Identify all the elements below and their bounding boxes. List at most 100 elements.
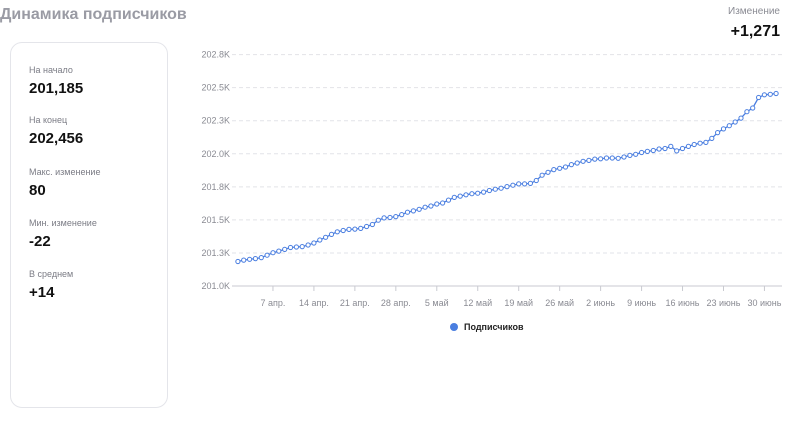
data-point: [381, 215, 387, 221]
data-point: [276, 248, 282, 254]
y-tick-label: 202.3K: [201, 116, 230, 126]
data-point: [457, 193, 463, 199]
data-point: [323, 234, 329, 240]
x-tick-label: 16 июнь: [666, 298, 700, 308]
data-point: [504, 184, 510, 190]
stat-value: -22: [29, 233, 51, 250]
data-point: [469, 191, 475, 197]
data-point: [516, 181, 522, 187]
data-point: [481, 189, 487, 195]
data-point: [703, 139, 709, 146]
data-point: [293, 244, 300, 250]
stats-panel: На начало 201,185 На конец 202,456 Макс.…: [10, 42, 168, 408]
x-tick-label: 2 июнь: [586, 298, 615, 308]
data-point: [451, 194, 457, 200]
x-tick-label: 28 апр.: [381, 298, 411, 308]
data-point: [334, 229, 340, 235]
x-tick-label: 7 апр.: [261, 298, 286, 308]
stat-max-change: Макс. изменение 80: [29, 167, 100, 199]
data-point: [598, 156, 604, 162]
change-value: +1,271: [730, 23, 780, 40]
data-point: [761, 92, 768, 98]
data-point: [709, 135, 715, 142]
data-point: [557, 165, 563, 171]
data-point: [463, 192, 469, 198]
data-point: [627, 152, 633, 159]
data-point: [639, 149, 645, 156]
data-point: [369, 221, 375, 228]
data-point: [656, 146, 662, 152]
data-point: [674, 148, 680, 154]
data-point: [568, 162, 574, 168]
data-point: [756, 94, 762, 101]
y-tick-label: 201.0K: [201, 281, 230, 291]
data-point: [305, 242, 311, 248]
data-point: [387, 214, 393, 221]
stat-label: На конец: [29, 115, 68, 125]
data-point: [679, 145, 686, 152]
x-tick-label: 12 май: [463, 298, 492, 308]
data-point: [410, 208, 416, 214]
data-point: [393, 214, 399, 220]
data-point: [522, 181, 528, 187]
data-point: [317, 237, 323, 243]
data-point: [428, 203, 434, 209]
data-point: [399, 212, 405, 218]
data-point: [498, 185, 504, 191]
data-point: [492, 186, 498, 192]
series-line: [237, 92, 777, 263]
change-label: Изменение: [728, 6, 780, 17]
data-point: [287, 244, 294, 251]
data-point: [440, 200, 446, 206]
change-summary: Изменение +1,271: [728, 6, 780, 41]
data-point: [750, 105, 756, 111]
stat-start: На начало 201,185: [29, 65, 83, 97]
stat-min-change: Мин. изменение -22: [29, 218, 97, 250]
data-point: [533, 177, 539, 184]
data-point: [252, 256, 259, 262]
data-point: [562, 164, 569, 170]
data-point: [603, 155, 610, 161]
x-tick-label: 9 июнь: [627, 298, 656, 308]
legend-label: Подписчиков: [464, 322, 524, 332]
data-point: [668, 143, 674, 150]
data-point: [311, 240, 317, 246]
stat-average: В среднем +14: [29, 269, 73, 301]
x-tick-label: 14 апр.: [299, 298, 329, 308]
data-point: [685, 143, 691, 150]
data-point: [586, 157, 592, 164]
data-point: [726, 123, 732, 129]
data-point: [697, 140, 703, 146]
data-point: [404, 209, 411, 215]
data-point: [715, 130, 721, 136]
y-tick-label: 201.5K: [201, 215, 230, 225]
y-tick-label: 202.8K: [201, 50, 230, 60]
data-point: [270, 250, 276, 256]
data-point: [773, 90, 779, 97]
data-point: [352, 226, 358, 232]
data-point: [422, 204, 428, 210]
x-tick-label: 19 май: [504, 298, 533, 308]
data-point: [545, 169, 551, 175]
x-tick-label: 21 апр.: [340, 298, 370, 308]
x-tick-label: 26 май: [545, 298, 574, 308]
chart-legend[interactable]: Подписчиков: [450, 322, 523, 332]
y-tick-label: 202.0K: [201, 149, 230, 159]
y-tick-label: 201.3K: [201, 248, 230, 258]
data-point: [486, 187, 492, 194]
data-point: [475, 190, 481, 196]
data-point: [592, 156, 598, 162]
data-point: [738, 115, 744, 121]
stat-label: В среднем: [29, 269, 74, 279]
data-point: [732, 119, 738, 125]
data-point: [375, 217, 381, 223]
data-point: [574, 160, 580, 166]
data-point: [358, 225, 364, 231]
data-point: [264, 252, 270, 258]
legend-marker: [450, 323, 458, 331]
stat-end: На конец 202,456: [29, 115, 83, 147]
x-tick-label: 23 июнь: [707, 298, 741, 308]
data-point: [235, 258, 241, 265]
data-point: [241, 257, 247, 263]
stat-value: 201,185: [29, 80, 84, 97]
